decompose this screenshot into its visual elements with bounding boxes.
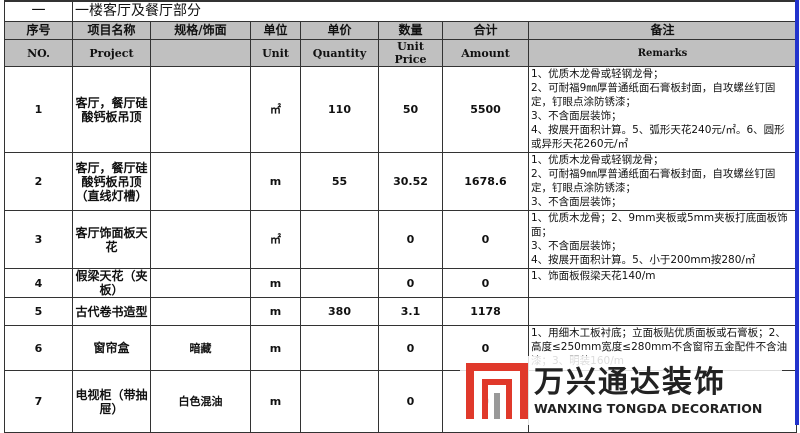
cell-qty — [300, 325, 379, 371]
cell-remarks: 1、优质木龙骨；2、9mm夹板或5mm夹板打底面板饰面； 3、不含面层装饰； 4… — [527, 210, 798, 269]
cell-remarks: 1、优质木龙骨或轻钢龙骨； 2、可耐福9㎜厚普通纸面石膏板封面，自攻螺丝钉固定，… — [527, 66, 798, 153]
header-cell — [150, 39, 251, 67]
cell-unit: ㎡ — [250, 66, 301, 153]
header-cell: Quantity — [300, 39, 379, 67]
cell-project: 窗帘盒 — [72, 325, 151, 371]
cell-qty: 380 — [300, 297, 379, 326]
cell-qty: 55 — [300, 152, 379, 211]
cell-amount: 5500 — [442, 66, 529, 153]
cell-amount: 1178 — [442, 297, 529, 326]
cell-remarks: 1、优质木龙骨或轻钢龙骨； 2、可耐福9㎜厚普通纸面石膏板封面，自攻螺丝钉固定，… — [527, 152, 798, 211]
header-cell: 单价 — [300, 21, 379, 40]
cell-spec — [150, 297, 251, 326]
logo-text-cn: 万兴通达装饰 — [534, 364, 726, 400]
table-row: 4 假梁天花（夹板） m 0 0 1、饰面板假梁天花140/m — [4, 268, 798, 298]
cell-remarks — [527, 297, 798, 326]
cell-unit: m — [250, 325, 301, 371]
cell-no: 3 — [4, 210, 73, 269]
cell-remarks: 1、饰面板假梁天花140/m — [527, 268, 798, 298]
section-no: 一 — [4, 0, 73, 22]
cell-project: 假梁天花（夹板） — [72, 268, 151, 298]
header-cell: 项目名称 — [72, 21, 151, 40]
header-cell: Remarks — [527, 39, 798, 67]
cell-spec — [150, 268, 251, 298]
cell-no: 4 — [4, 268, 73, 298]
cell-spec — [150, 210, 251, 269]
cell-spec — [150, 152, 251, 211]
cell-spec: 暗藏 — [150, 325, 251, 371]
table-row: 5 古代卷书造型 m 380 3.1 1178 — [4, 297, 798, 326]
cell-unit: m — [250, 268, 301, 298]
cell-spec: 白色混油 — [150, 370, 251, 433]
section-row: 一 一楼客厅及餐厅部分 — [4, 0, 798, 22]
cell-qty — [300, 370, 379, 433]
cell-amount: 0 — [442, 210, 529, 269]
header-cell: Project — [72, 39, 151, 67]
cell-unit: m — [250, 297, 301, 326]
cell-project: 电视柜（带抽屉） — [72, 370, 151, 433]
cell-price: 0 — [378, 325, 443, 371]
header-cell: 序号 — [4, 21, 73, 40]
header-cell: 单位 — [250, 21, 301, 40]
header-row-en: NO. Project Unit Quantity Unit Price Amo… — [4, 39, 798, 67]
cell-unit: m — [250, 370, 301, 433]
cell-no: 2 — [4, 152, 73, 211]
cell-price: 0 — [378, 370, 443, 433]
cell-price: 30.52 — [378, 152, 443, 211]
cell-project: 客厅饰面板天花 — [72, 210, 151, 269]
header-cell: 备注 — [527, 21, 798, 40]
cell-no: 7 — [4, 370, 73, 433]
table-row: 2 客厅，餐厅硅酸钙板吊顶（直线灯槽） m 55 30.52 1678.6 1、优质木龙骨或… — [4, 152, 798, 211]
cell-qty — [300, 268, 379, 298]
header-cell: NO. — [4, 39, 73, 67]
cell-qty — [300, 210, 379, 269]
cell-unit: m — [250, 152, 301, 211]
cell-no: 6 — [4, 325, 73, 371]
table-row: 1 客厅，餐厅硅酸钙板吊顶 ㎡ 110 50 5500 1、优质木龙骨或轻钢龙骨； 2、可耐… — [4, 66, 798, 153]
cell-project: 客厅，餐厅硅酸钙板吊顶 — [72, 66, 151, 153]
cell-amount: 0 — [442, 268, 529, 298]
cell-project: 客厅，餐厅硅酸钙板吊顶（直线灯槽） — [72, 152, 151, 211]
header-row-cn: 序号 项目名称 规格/饰面 单位 单价 数量 合计 备注 — [4, 21, 798, 40]
header-cell: Unit — [250, 39, 301, 67]
cell-amount: 1678.6 — [442, 152, 529, 211]
header-cell: 合计 — [442, 21, 529, 40]
cell-no: 5 — [4, 297, 73, 326]
section-title: 一楼客厅及餐厅部分 — [71, 0, 798, 22]
cell-qty: 110 — [300, 66, 379, 153]
cell-no: 1 — [4, 66, 73, 153]
cell-price: 3.1 — [378, 297, 443, 326]
header-cell: 规格/饰面 — [150, 21, 251, 40]
logo-text-en: WANXING TONGDA DECORATION — [534, 400, 763, 416]
header-cell: Amount — [442, 39, 529, 67]
selection-border — [795, 0, 799, 425]
cell-price: 0 — [378, 268, 443, 298]
cell-price: 50 — [378, 66, 443, 153]
watermark-logo: 万兴通达装饰 WANXING TONGDA DECORATION — [460, 356, 782, 425]
header-cell: Unit Price — [378, 39, 443, 67]
logo-mark-icon — [466, 362, 528, 419]
cell-spec — [150, 66, 251, 153]
cell-price: 0 — [378, 210, 443, 269]
cell-project: 古代卷书造型 — [72, 297, 151, 326]
cell-unit: ㎡ — [250, 210, 301, 269]
quote-table: 一 一楼客厅及餐厅部分 序号 项目名称 规格/饰面 单位 单价 数量 合计 备注… — [4, 0, 798, 433]
header-cell: 数量 — [378, 21, 443, 40]
